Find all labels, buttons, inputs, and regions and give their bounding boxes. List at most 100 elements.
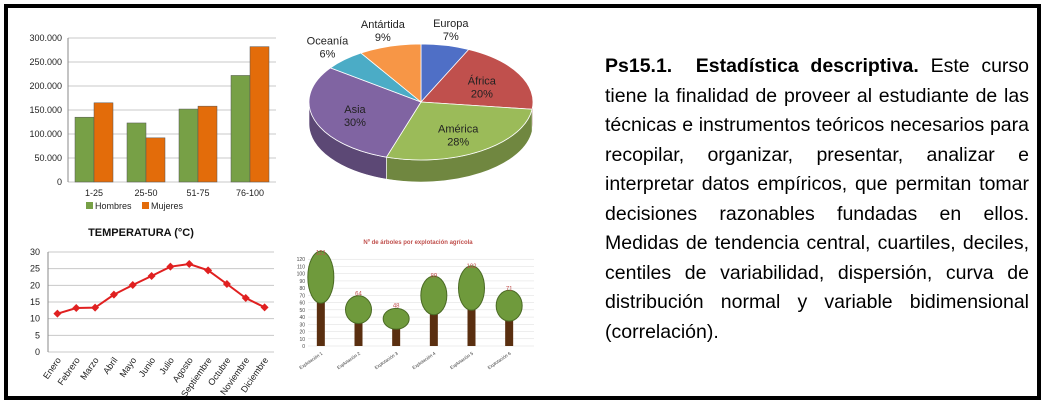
data-point (222, 280, 231, 288)
bar-mujeres (197, 105, 218, 183)
tree-trunk (392, 321, 401, 346)
temperature-line (57, 262, 266, 315)
y-tick-label: 250.000 (29, 57, 62, 67)
bar-hombres (126, 122, 147, 183)
pie-label: Europa (433, 18, 469, 30)
y-tick-label: 200.000 (29, 81, 62, 91)
course-description: Ps15.1. Estadística descriptiva. Este cu… (605, 52, 1029, 347)
data-point (128, 281, 137, 289)
course-title: Estadística descriptiva. (695, 55, 919, 77)
data-label: 121 (316, 251, 327, 257)
pie-slice-asia (308, 67, 422, 158)
bar-hombres (230, 75, 251, 183)
bar-hombres (178, 108, 199, 183)
bar-mujeres (145, 137, 166, 183)
tree-crown (307, 250, 335, 304)
pie-label: Asia (344, 104, 366, 116)
y-tick-label: 0 (302, 344, 305, 350)
legend-label: Mujeres (151, 201, 184, 211)
tree-crown (495, 289, 523, 322)
data-point (91, 303, 100, 312)
y-tick-label: 10 (299, 337, 305, 343)
pie-label: Oceanía (307, 35, 349, 47)
chart-title: Nº de árboles por explotación agrícola (363, 240, 473, 246)
population-bar-chart: 0 50.000 100.000 150.000 200.000 250.000 300.0… (29, 33, 276, 211)
data-label: 48 (393, 303, 400, 309)
y-tick-label: 15 (30, 297, 40, 307)
tree-crown (345, 295, 372, 325)
chart-title: TEMPERATURA (°C) (88, 227, 194, 239)
tree-trunk (505, 310, 514, 346)
x-tick-label: 51-75 (186, 188, 209, 198)
data-label: 89 (430, 274, 437, 280)
y-tick-label: 50 (299, 308, 305, 314)
y-tick-label: 20 (30, 280, 40, 290)
tree-trunk (316, 284, 325, 346)
trees-pictogram-chart: Nº de árboles por explotación agrícola01… (297, 240, 534, 370)
y-tick-label: 40 (299, 315, 305, 321)
data-label: 71 (506, 287, 513, 293)
pie-slice-áfrica (420, 49, 534, 110)
pie-label: Antártida (361, 19, 406, 31)
pie-slice-antártida (360, 43, 422, 103)
bar-mujeres (93, 102, 114, 183)
y-tick-label: 30 (299, 322, 305, 328)
pie-slice-américa (385, 101, 533, 161)
tree-trunk (354, 313, 363, 346)
y-tick-label: 100 (297, 272, 306, 278)
y-tick-label: 30 (30, 247, 40, 257)
data-point (166, 262, 175, 271)
x-tick-label: Explotación 1 (298, 350, 323, 370)
y-tick-label: 110 (297, 264, 305, 270)
pie-percent: 30% (344, 117, 366, 129)
data-point (185, 260, 194, 268)
x-tick-label: Explotación 5 (449, 350, 474, 370)
course-code: Ps15.1. (605, 55, 673, 77)
y-tick-label: 90 (299, 279, 305, 285)
y-tick-label: 120 (297, 257, 306, 263)
pie-percent: 20% (471, 89, 493, 101)
data-point (241, 294, 250, 302)
data-point (72, 304, 81, 312)
data-point (204, 266, 213, 275)
y-tick-label: 50.000 (34, 153, 62, 163)
tree-trunk (467, 294, 476, 346)
tree-trunk (429, 300, 438, 346)
data-point (53, 309, 62, 318)
x-tick-label: Explotación 4 (411, 350, 436, 370)
pie-percent: 7% (443, 31, 459, 43)
data-point (260, 303, 269, 312)
x-tick-label: Junio (137, 355, 158, 378)
y-tick-label: 60 (299, 301, 305, 307)
x-tick-label: 76-100 (236, 188, 264, 198)
y-tick-label: 20 (299, 330, 305, 336)
data-label: 64 (355, 292, 362, 298)
y-tick-label: 0 (35, 347, 40, 357)
x-tick-label: 1-25 (85, 188, 103, 198)
y-tick-label: 10 (30, 314, 40, 324)
pie-label: África (468, 75, 497, 88)
x-tick-label: Explotación 3 (374, 350, 399, 370)
pie-percent: 9% (375, 32, 391, 44)
y-tick-label: 80 (299, 286, 305, 292)
x-tick-label: Explotación 2 (336, 350, 361, 370)
temperature-line-chart: TEMPERATURA (°C)051015202530EneroFebrero… (30, 227, 274, 396)
x-tick-label: Explotación 6 (487, 350, 512, 370)
x-tick-label: Abril (101, 355, 120, 375)
tree-crown (420, 275, 448, 316)
legend-label: Hombres (95, 201, 132, 211)
tree-crown (382, 307, 410, 330)
figure-frame: 0 50.000 100.000 150.000 200.000 250.000 300.0… (4, 4, 1041, 400)
y-tick-label: 5 (35, 330, 40, 340)
bar-mujeres (249, 46, 270, 183)
y-tick-label: 0 (57, 177, 62, 187)
pie-percent: 28% (447, 136, 469, 148)
data-point (109, 290, 118, 299)
data-point (147, 272, 156, 280)
legend-swatch (86, 202, 93, 209)
data-label: 102 (466, 264, 477, 270)
x-tick-label: Marzo (78, 355, 101, 381)
x-tick-label: 25-50 (134, 188, 157, 198)
pie-label: América (438, 123, 479, 135)
